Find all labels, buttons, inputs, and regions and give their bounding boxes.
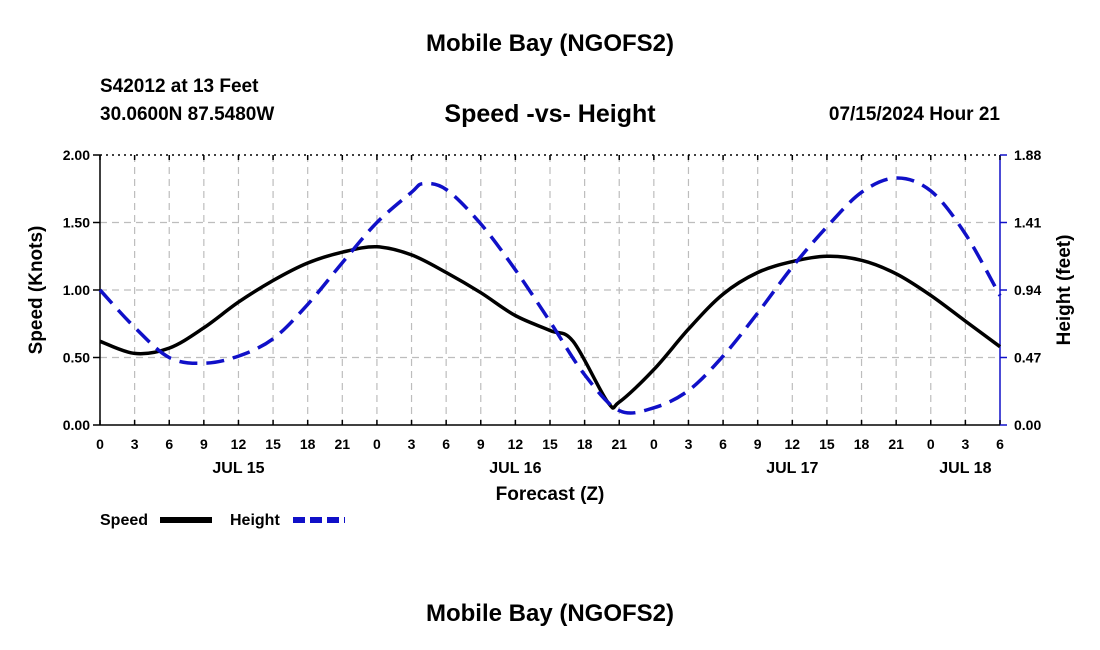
x-tick-label: 18 — [300, 436, 316, 452]
x-day-label: JUL 17 — [766, 460, 818, 477]
x-tick-label: 6 — [719, 436, 727, 452]
legend-label-height: Height — [230, 512, 280, 529]
x-tick-label: 18 — [577, 436, 593, 452]
forecast-datetime: 07/15/2024 Hour 21 — [828, 104, 1000, 125]
x-tick-label: 15 — [819, 436, 835, 452]
chart-subtitle: Speed -vs- Height — [444, 100, 656, 128]
x-tick-label: 6 — [996, 436, 1004, 452]
y-left-tick-label: 2.00 — [63, 147, 90, 163]
x-tick-label: 3 — [685, 436, 693, 452]
y-left-tick-label: 1.00 — [63, 282, 90, 298]
x-tick-label: 0 — [96, 436, 104, 452]
x-tick-label: 12 — [785, 436, 801, 452]
y-right-tick-label: 1.41 — [1014, 215, 1041, 231]
y-right-tick-label: 0.00 — [1014, 417, 1041, 433]
x-tick-label: 21 — [611, 436, 627, 452]
x-day-label: JUL 16 — [489, 460, 541, 477]
speed-series-line — [99, 245, 1002, 410]
y-left-tick-label: 0.50 — [63, 350, 90, 366]
chart-title: Mobile Bay (NGOFS2) — [425, 30, 675, 57]
x-day-label: JUL 15 — [212, 460, 264, 477]
x-tick-label: 6 — [165, 436, 173, 452]
coordinates-label: 30.0600N 87.5480W — [100, 104, 275, 125]
x-tick-label: 3 — [961, 436, 969, 452]
y-right-axis-title: Height (feet) — [1054, 235, 1075, 346]
footer-title: Mobile Bay (NGOFS2) — [425, 600, 675, 627]
x-tick-label: 21 — [888, 436, 904, 452]
x-tick-label: 12 — [508, 436, 524, 452]
x-axis-title: Forecast (Z) — [496, 484, 605, 505]
legend-label-speed: Speed — [100, 512, 148, 529]
x-tick-label: 9 — [477, 436, 485, 452]
x-tick-label: 0 — [373, 436, 381, 452]
x-tick-label: 3 — [408, 436, 416, 452]
y-right-tick-label: 0.94 — [1014, 282, 1041, 298]
station-label: S42012 at 13 Feet — [100, 76, 259, 97]
y-left-tick-label: 1.50 — [63, 215, 90, 231]
x-tick-label: 12 — [231, 436, 247, 452]
y-right-tick-label: 1.88 — [1014, 147, 1041, 163]
x-tick-label: 9 — [754, 436, 762, 452]
x-tick-label: 6 — [442, 436, 450, 452]
height-series-line — [98, 176, 1002, 415]
x-tick-label: 15 — [265, 436, 281, 452]
x-tick-label: 18 — [854, 436, 870, 452]
y-left-tick-label: 0.00 — [63, 417, 90, 433]
x-tick-label: 0 — [927, 436, 935, 452]
y-left-axis-title: Speed (Knots) — [26, 226, 47, 355]
x-tick-label: 0 — [650, 436, 658, 452]
x-day-label: JUL 18 — [939, 460, 991, 477]
x-tick-label: 15 — [542, 436, 558, 452]
x-tick-label: 21 — [335, 436, 351, 452]
x-tick-label: 9 — [200, 436, 208, 452]
y-right-tick-label: 0.47 — [1014, 350, 1041, 366]
x-tick-label: 3 — [131, 436, 139, 452]
